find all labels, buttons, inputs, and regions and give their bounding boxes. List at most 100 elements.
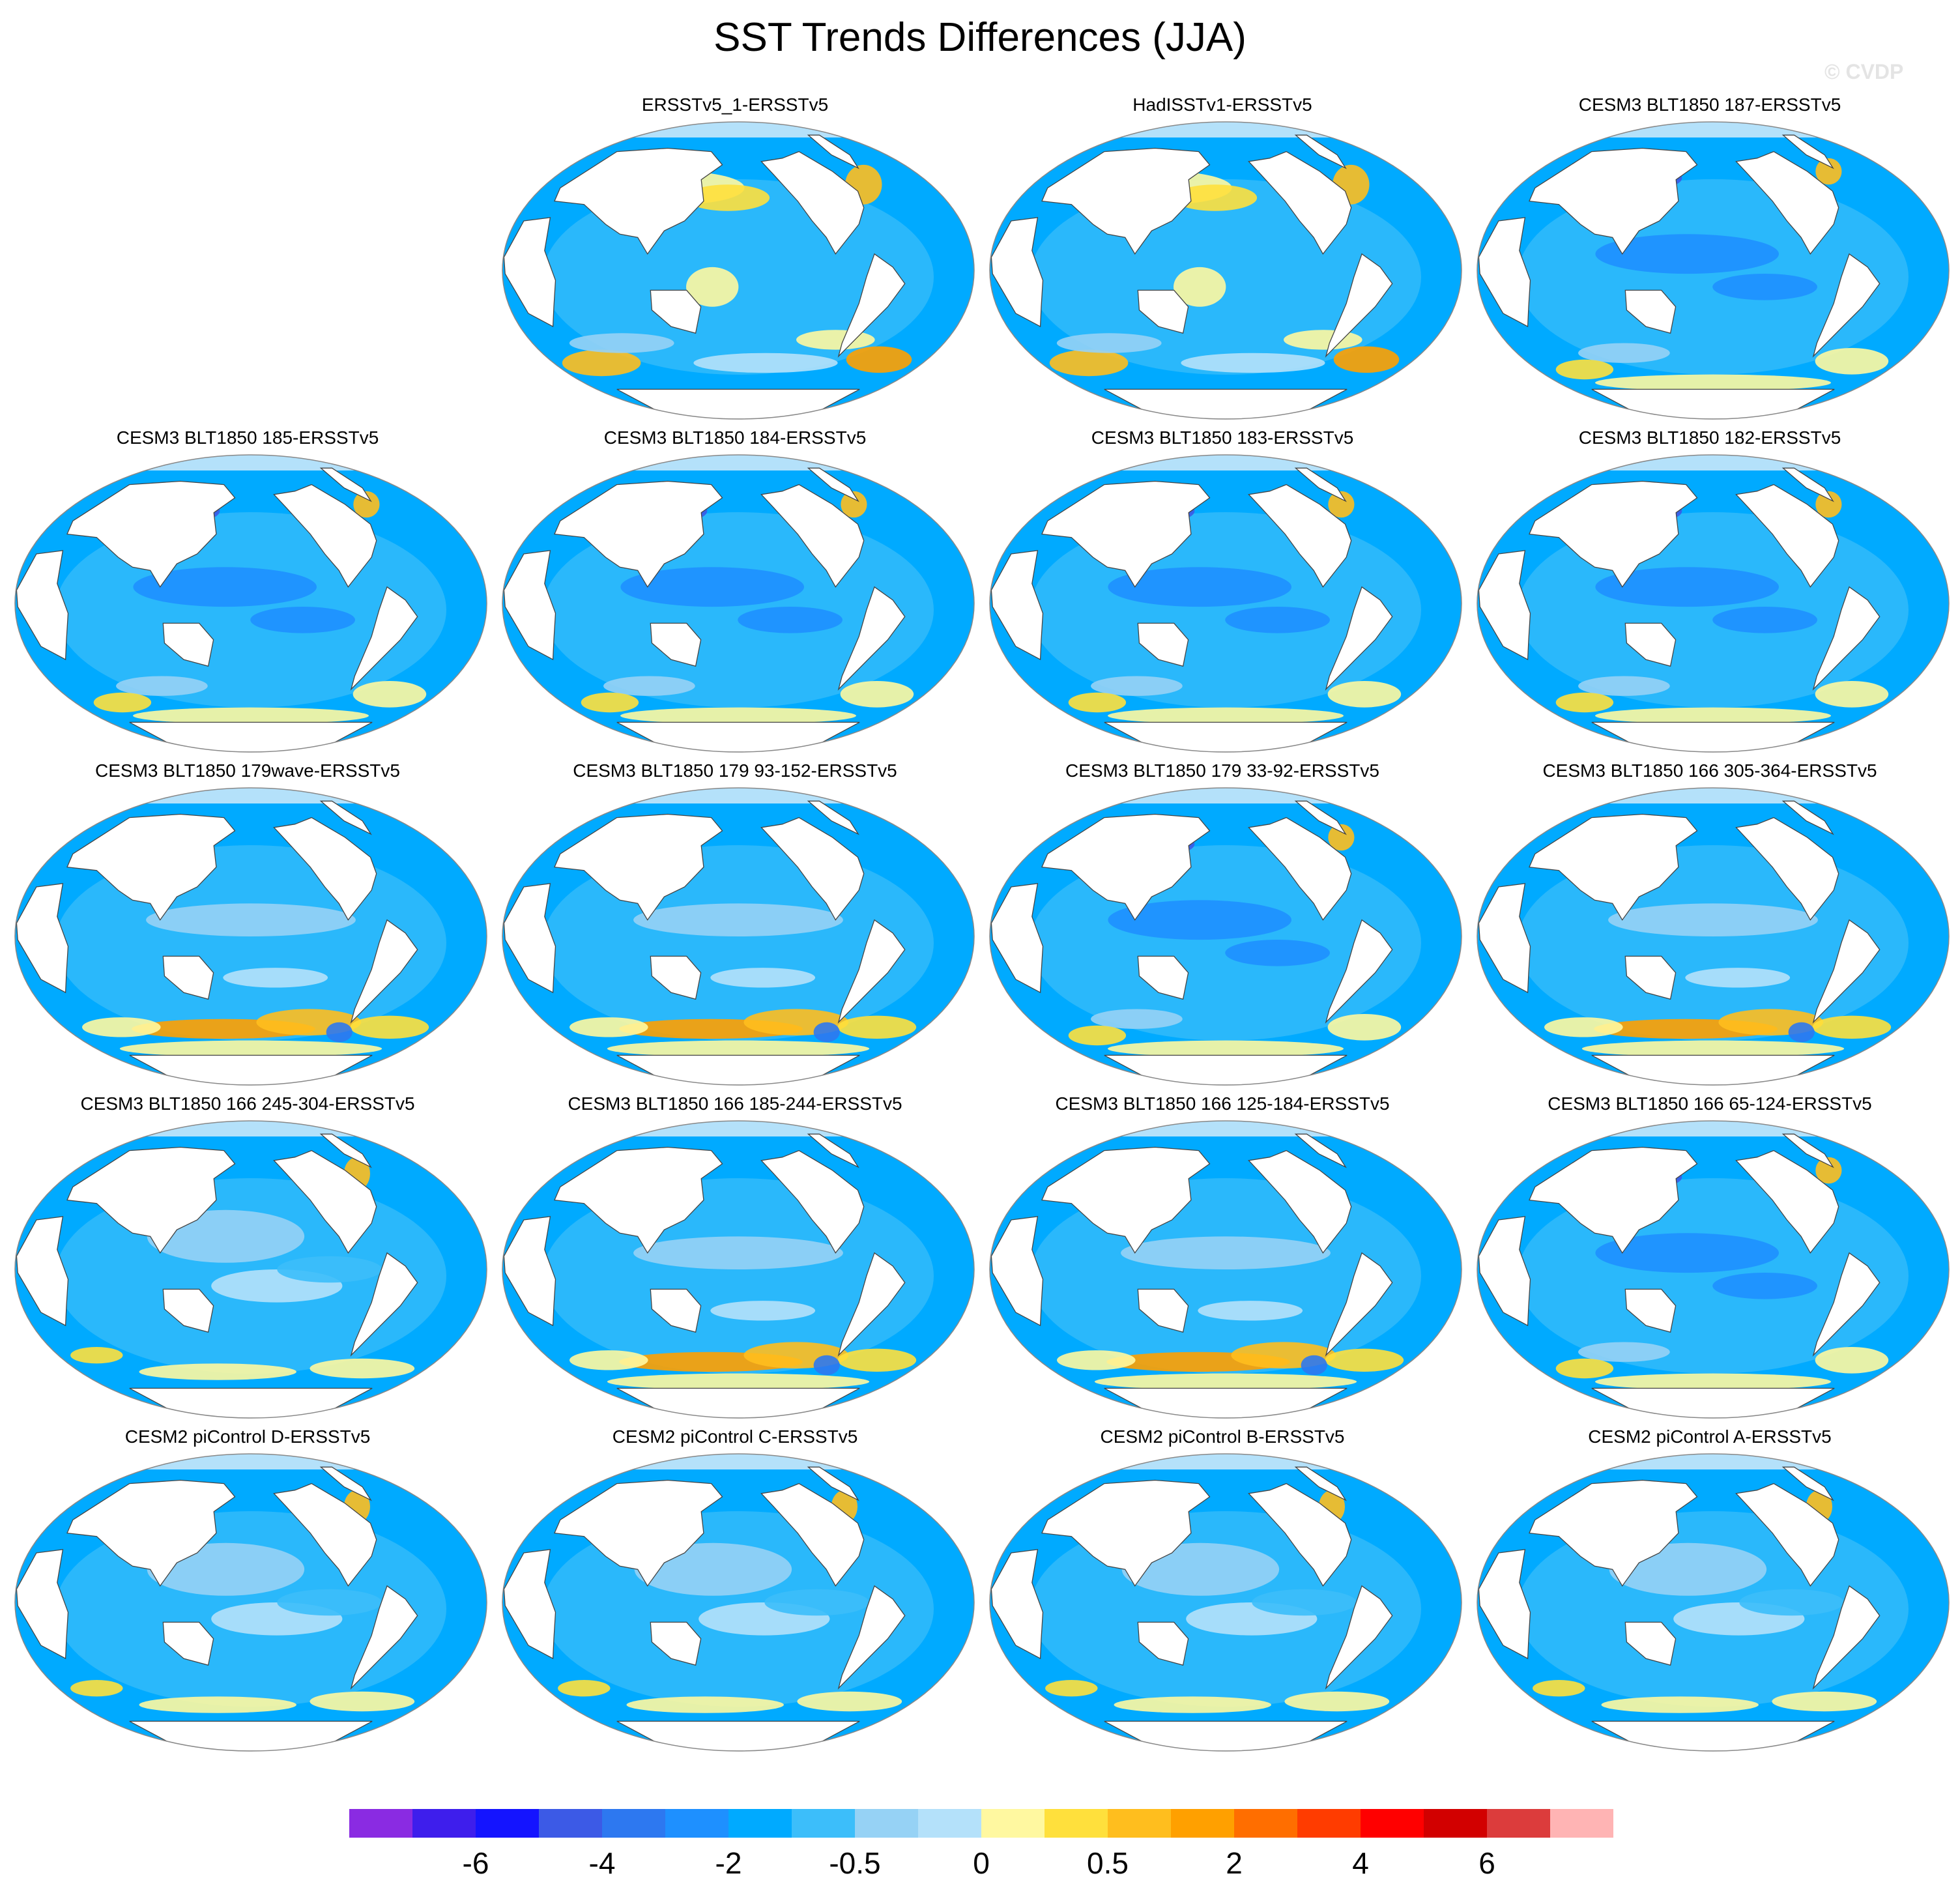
land-australia bbox=[162, 1621, 214, 1666]
colorbar-swatch bbox=[918, 1809, 981, 1838]
land-africa bbox=[16, 1216, 69, 1327]
anomaly-patch bbox=[1108, 900, 1291, 940]
land-south-america bbox=[350, 1585, 418, 1690]
land-south-america bbox=[1325, 586, 1393, 691]
anomaly-patch bbox=[326, 1022, 353, 1043]
map-outline bbox=[1477, 1453, 1950, 1752]
map-panel: CESM3 BLT1850 166 125-184-ERSSTv5 bbox=[981, 1093, 1463, 1419]
land-australia bbox=[650, 289, 702, 334]
colorbar-swatch bbox=[1171, 1809, 1234, 1838]
land-greenland bbox=[807, 1466, 859, 1501]
anomaly-patch bbox=[1225, 607, 1330, 633]
robinson-map bbox=[502, 787, 975, 1086]
panel-title: CESM3 BLT1850 179 93-152-ERSSTv5 bbox=[573, 760, 897, 781]
anomaly-patch bbox=[1601, 1696, 1759, 1713]
anomaly-patch bbox=[250, 607, 355, 633]
anomaly-patch bbox=[1333, 346, 1400, 373]
colorbar-swatch bbox=[412, 1809, 476, 1838]
anomaly-patch bbox=[1739, 1589, 1845, 1616]
anomaly-patch bbox=[1578, 676, 1670, 696]
robinson-map bbox=[502, 121, 975, 420]
land-antarctica bbox=[1104, 1054, 1348, 1085]
figure-title: SST Trends Differences (JJA) bbox=[713, 15, 1247, 60]
land-south-america bbox=[1812, 919, 1881, 1024]
anomaly-patch bbox=[1555, 359, 1614, 380]
land-eurasia bbox=[66, 1479, 236, 1587]
map-outline bbox=[502, 454, 975, 753]
land-eurasia bbox=[1529, 480, 1698, 588]
robinson-map bbox=[14, 787, 487, 1086]
panel-title: CESM3 BLT1850 166 305-364-ERSSTv5 bbox=[1542, 760, 1877, 781]
anomaly-patch bbox=[633, 903, 843, 936]
panel-title: CESM3 BLT1850 166 245-304-ERSSTv5 bbox=[80, 1093, 415, 1114]
anomaly-patch bbox=[581, 692, 639, 713]
land-africa bbox=[1478, 1216, 1531, 1327]
map-panel: HadISSTv1-ERSSTv5 bbox=[981, 94, 1463, 420]
map-outline bbox=[14, 787, 487, 1086]
anomaly-patch bbox=[1198, 1301, 1303, 1321]
anomaly-patch bbox=[620, 567, 804, 607]
map-outline bbox=[1477, 454, 1950, 753]
panel-title: CESM3 BLT1850 184-ERSSTv5 bbox=[603, 427, 867, 448]
map-panel: CESM3 BLT1850 166 65-124-ERSSTv5 bbox=[1469, 1093, 1951, 1419]
land-africa bbox=[1478, 550, 1531, 661]
anomaly-patch bbox=[1712, 607, 1817, 633]
anomaly-patch bbox=[1544, 1017, 1623, 1037]
robinson-map bbox=[502, 1120, 975, 1419]
land-eurasia bbox=[554, 480, 723, 588]
anomaly-patch bbox=[1685, 968, 1791, 988]
arctic-band bbox=[502, 455, 974, 470]
panel-title: CESM3 BLT1850 166 125-184-ERSSTv5 bbox=[1055, 1093, 1390, 1114]
anomaly-patch bbox=[1049, 349, 1129, 377]
colorbar-swatch bbox=[1297, 1809, 1361, 1838]
land-greenland bbox=[807, 134, 859, 169]
land-australia bbox=[1624, 1621, 1677, 1666]
anomaly-patch bbox=[1056, 333, 1162, 353]
land-antarctica bbox=[1104, 721, 1348, 752]
land-eurasia bbox=[1041, 480, 1211, 588]
panel-title: CESM3 BLT1850 183-ERSSTv5 bbox=[1091, 427, 1354, 448]
colorbar-swatch bbox=[1361, 1809, 1424, 1838]
arctic-band bbox=[502, 122, 974, 137]
colorbar-swatch bbox=[792, 1809, 855, 1838]
anomaly-patch bbox=[1108, 707, 1344, 724]
robinson-map bbox=[14, 1120, 487, 1419]
anomaly-patch bbox=[1815, 491, 1842, 518]
map-panel: ERSSTv5_1-ERSSTv5 bbox=[494, 94, 976, 420]
map-panel: CESM3 BLT1850 179 93-152-ERSSTv5 bbox=[494, 760, 976, 1086]
map-panel: CESM3 BLT1850 182-ERSSTv5 bbox=[1469, 427, 1951, 753]
panel-title: CESM3 BLT1850 187-ERSSTv5 bbox=[1578, 94, 1841, 115]
anomaly-patch bbox=[1815, 1347, 1889, 1374]
panel-title: CESM3 BLT1850 166 185-244-ERSSTv5 bbox=[568, 1093, 902, 1114]
land-north-america bbox=[273, 817, 377, 921]
land-antarctica bbox=[129, 1387, 373, 1418]
anomaly-patch bbox=[1772, 1691, 1877, 1712]
land-antarctica bbox=[616, 1387, 860, 1418]
land-greenland bbox=[1294, 1133, 1347, 1168]
land-eurasia bbox=[66, 1146, 236, 1254]
map-outline bbox=[502, 787, 975, 1086]
panel-title: ERSSTv5_1-ERSSTv5 bbox=[641, 94, 829, 115]
land-north-america bbox=[1248, 484, 1352, 588]
panel-title: CESM2 piControl B-ERSSTv5 bbox=[1100, 1426, 1345, 1447]
land-south-america bbox=[837, 586, 906, 691]
arctic-band bbox=[15, 1454, 487, 1469]
colorbar-swatch bbox=[1487, 1809, 1550, 1838]
land-greenland bbox=[1781, 1466, 1834, 1501]
anomaly-patch bbox=[70, 1680, 123, 1697]
land-australia bbox=[1624, 1288, 1677, 1333]
land-south-america bbox=[837, 1252, 906, 1357]
robinson-map bbox=[14, 454, 487, 753]
colorbar-swatch bbox=[349, 1809, 412, 1838]
anomaly-patch bbox=[1578, 1342, 1670, 1362]
anomaly-patch bbox=[119, 1040, 382, 1057]
arctic-band bbox=[990, 1121, 1462, 1136]
colorbar-swatch bbox=[539, 1809, 602, 1838]
land-greenland bbox=[1294, 467, 1347, 502]
colorbar-swatch bbox=[1108, 1809, 1171, 1838]
anomaly-patch bbox=[1091, 1009, 1183, 1029]
map-panel: CESM3 BLT1850 184-ERSSTv5 bbox=[494, 427, 976, 753]
anomaly-patch bbox=[1533, 1680, 1585, 1697]
colorbar bbox=[349, 1809, 1613, 1838]
land-south-america bbox=[350, 586, 418, 691]
